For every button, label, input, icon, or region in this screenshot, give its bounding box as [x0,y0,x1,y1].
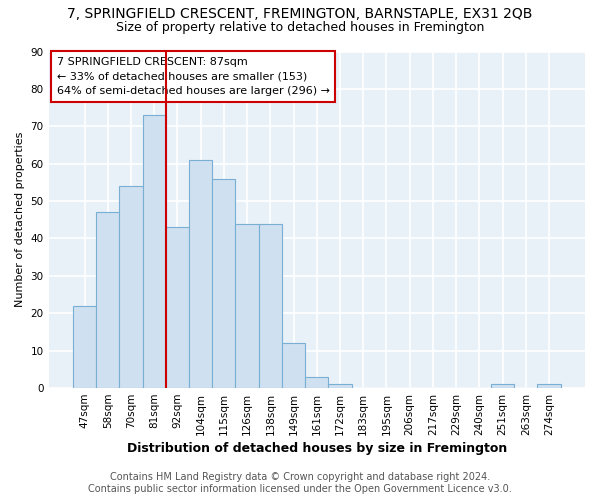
Text: Contains HM Land Registry data © Crown copyright and database right 2024.
Contai: Contains HM Land Registry data © Crown c… [88,472,512,494]
Bar [328,384,352,388]
Bar [491,384,514,388]
Bar [96,212,119,388]
Text: 7, SPRINGFIELD CRESCENT, FREMINGTON, BARNSTAPLE, EX31 2QB: 7, SPRINGFIELD CRESCENT, FREMINGTON, BAR… [67,8,533,22]
Bar [119,186,143,388]
Bar [143,115,166,388]
Bar [305,377,328,388]
Bar [189,160,212,388]
Bar [259,224,282,388]
Bar [166,228,189,388]
Bar [212,178,235,388]
Bar [235,224,259,388]
Text: 7 SPRINGFIELD CRESCENT: 87sqm
← 33% of detached houses are smaller (153)
64% of : 7 SPRINGFIELD CRESCENT: 87sqm ← 33% of d… [56,56,329,96]
Bar [73,306,96,388]
Bar [282,343,305,388]
X-axis label: Distribution of detached houses by size in Fremington: Distribution of detached houses by size … [127,442,507,455]
Y-axis label: Number of detached properties: Number of detached properties [15,132,25,308]
Bar [538,384,560,388]
Text: Size of property relative to detached houses in Fremington: Size of property relative to detached ho… [116,22,484,35]
